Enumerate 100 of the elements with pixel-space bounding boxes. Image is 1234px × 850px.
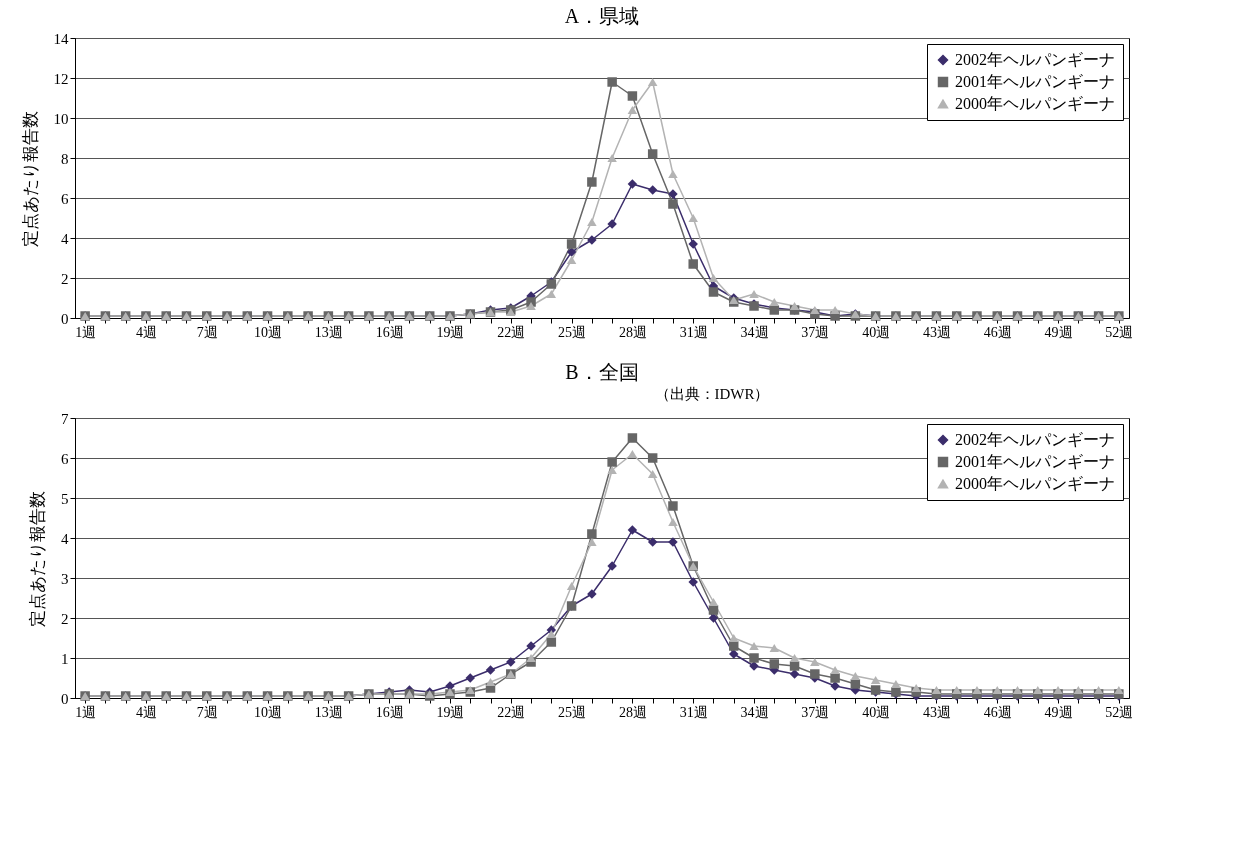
point [485, 665, 496, 675]
point [708, 273, 719, 283]
x-tick-label: 16週 [375, 704, 404, 720]
x-tick-label: 1週 [75, 324, 97, 340]
x-tick-label: 22週 [497, 324, 526, 340]
point [769, 297, 780, 307]
point [688, 213, 698, 223]
legend-label: 2001年ヘルパンギーナ [955, 453, 1115, 470]
point [647, 149, 658, 159]
y-tick-label: 8 [61, 150, 69, 167]
point [972, 685, 982, 695]
x-tick-label: 13週 [314, 324, 343, 340]
legend-label: 2002年ヘルパンギーナ [955, 431, 1115, 448]
point [627, 179, 638, 189]
x-tick-label: 52週 [1105, 324, 1134, 340]
point [992, 685, 1002, 695]
x-tick-label: 13週 [314, 704, 343, 720]
point [647, 469, 658, 479]
point [485, 677, 496, 687]
y-tick-label: 2 [61, 610, 69, 627]
x-tick-label: 43週 [922, 704, 951, 720]
y-tick-label: 5 [61, 490, 69, 507]
point [607, 77, 617, 87]
point [607, 465, 617, 475]
y-tick-label: 4 [61, 530, 69, 547]
y-axis-title: 定点あたり報告数 [20, 110, 40, 247]
x-tick-label: 34週 [740, 704, 769, 720]
point [566, 247, 577, 257]
y-tick-label: 2 [61, 270, 69, 287]
point [911, 683, 921, 693]
point [1073, 685, 1084, 695]
x-tick-label: 49週 [1044, 324, 1073, 340]
point [810, 657, 820, 667]
point [647, 453, 658, 463]
x-tick-label: 34週 [740, 324, 769, 340]
point [668, 199, 678, 209]
point [1114, 685, 1124, 695]
point [870, 675, 881, 685]
point [850, 671, 861, 681]
x-tick-label: 43週 [922, 324, 951, 340]
y-tick-label: 3 [61, 570, 69, 587]
point [566, 239, 577, 249]
point [587, 537, 597, 547]
point [810, 669, 820, 679]
y-tick-label: 10 [53, 110, 69, 127]
x-tick-label: 49週 [1044, 704, 1073, 720]
point [668, 517, 678, 527]
point [708, 605, 719, 615]
point [1012, 685, 1023, 695]
point [931, 685, 942, 695]
point [1033, 685, 1043, 695]
text: （出典：IDWR） [654, 386, 770, 402]
y-axis-title: 定点あたり報告数 [28, 490, 47, 627]
point [830, 665, 840, 675]
x-tick-label: 37週 [801, 704, 830, 720]
point [526, 653, 536, 663]
x-tick-label: 46週 [983, 324, 1012, 340]
x-tick-label: 10週 [254, 324, 283, 340]
point [668, 501, 678, 511]
y-tick-label: 1 [61, 650, 69, 667]
x-tick-label: 37週 [801, 324, 830, 340]
legend-label: 2000年ヘルパンギーナ [955, 95, 1115, 112]
legend-label: 2001年ヘルパンギーナ [955, 73, 1115, 90]
point [627, 449, 638, 459]
point [587, 217, 597, 227]
point [830, 305, 840, 315]
point [708, 287, 719, 297]
point [769, 643, 780, 653]
point [708, 597, 719, 607]
point [708, 613, 719, 623]
y-tick-label: 12 [53, 70, 69, 87]
legend-label: 2000年ヘルパンギーナ [955, 475, 1115, 492]
y-tick-label: 0 [61, 690, 69, 707]
point [546, 629, 557, 639]
point [729, 641, 739, 651]
x-tick-label: 40週 [862, 324, 891, 340]
point [546, 289, 557, 299]
point [749, 641, 759, 651]
point [587, 177, 597, 187]
x-tick-label: 10週 [254, 704, 283, 720]
point [729, 633, 739, 643]
x-tick-label: 7週 [196, 324, 218, 340]
point [526, 301, 536, 311]
x-tick-label: 28週 [618, 324, 647, 340]
y-tick-label: 6 [61, 450, 69, 467]
point [891, 679, 901, 689]
point [607, 457, 617, 467]
y-tick-label: 7 [61, 410, 69, 427]
point [607, 153, 617, 163]
point [647, 185, 658, 195]
point [627, 105, 638, 115]
chart-title: A．県域 [564, 5, 640, 27]
point [830, 673, 840, 683]
point [668, 169, 678, 179]
point [789, 669, 800, 679]
point [688, 259, 698, 269]
x-tick-label: 31週 [679, 704, 708, 720]
y-tick-label: 0 [61, 310, 69, 327]
y-tick-label: 6 [61, 190, 69, 207]
point [789, 301, 800, 311]
